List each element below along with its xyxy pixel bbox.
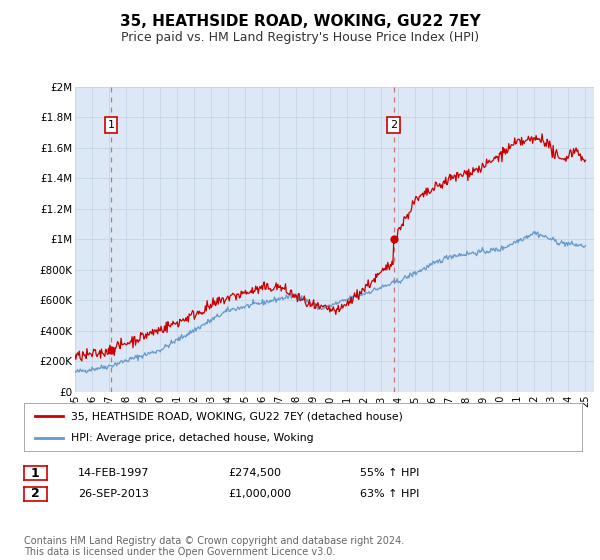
Text: 14-FEB-1997: 14-FEB-1997 bbox=[78, 468, 149, 478]
Text: 2: 2 bbox=[390, 120, 397, 130]
Text: HPI: Average price, detached house, Woking: HPI: Average price, detached house, Woki… bbox=[71, 433, 314, 443]
Point bbox=[106, 346, 116, 354]
Text: £1,000,000: £1,000,000 bbox=[228, 489, 291, 499]
Text: Contains HM Land Registry data © Crown copyright and database right 2024.
This d: Contains HM Land Registry data © Crown c… bbox=[24, 535, 404, 557]
Text: £274,500: £274,500 bbox=[228, 468, 281, 478]
Text: 63% ↑ HPI: 63% ↑ HPI bbox=[360, 489, 419, 499]
Text: 1: 1 bbox=[31, 466, 40, 480]
Text: 1: 1 bbox=[107, 120, 115, 130]
Text: Price paid vs. HM Land Registry's House Price Index (HPI): Price paid vs. HM Land Registry's House … bbox=[121, 31, 479, 44]
Text: 2: 2 bbox=[31, 487, 40, 501]
Text: 26-SEP-2013: 26-SEP-2013 bbox=[78, 489, 149, 499]
Text: 35, HEATHSIDE ROAD, WOKING, GU22 7EY (detached house): 35, HEATHSIDE ROAD, WOKING, GU22 7EY (de… bbox=[71, 411, 403, 421]
Point bbox=[389, 235, 398, 244]
Text: 55% ↑ HPI: 55% ↑ HPI bbox=[360, 468, 419, 478]
Text: 35, HEATHSIDE ROAD, WOKING, GU22 7EY: 35, HEATHSIDE ROAD, WOKING, GU22 7EY bbox=[119, 14, 481, 29]
